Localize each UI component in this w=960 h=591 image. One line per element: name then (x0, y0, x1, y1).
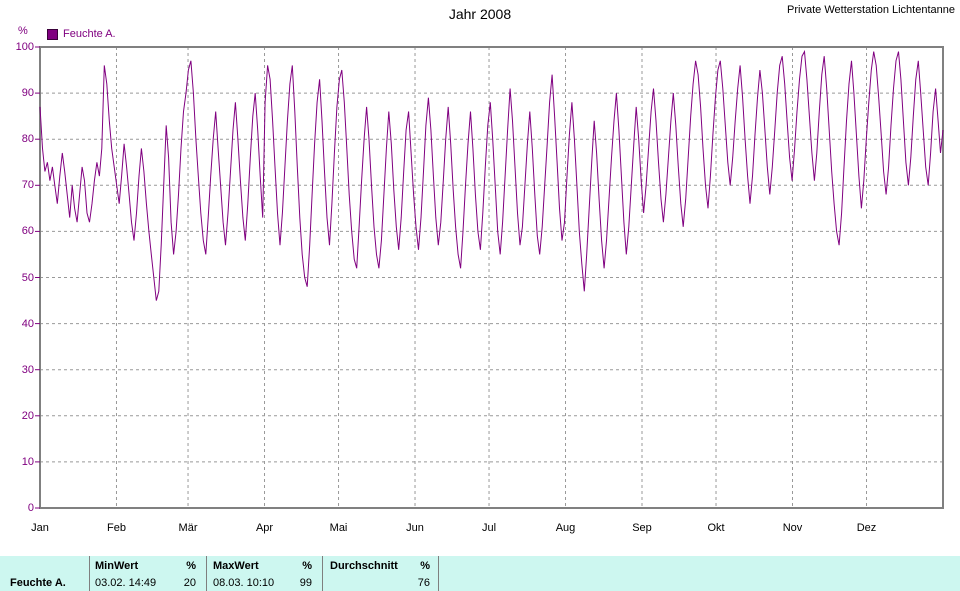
x-tick-label: Mär (178, 522, 198, 534)
legend: Feuchte A. (47, 28, 116, 40)
minwert-datetime: 03.02. 14:49 (95, 577, 157, 589)
table-divider (438, 556, 439, 591)
legend-swatch-icon (47, 28, 58, 40)
y-tick-label: 70 (21, 179, 34, 192)
y-tick-label: 100 (15, 41, 34, 53)
y-tick-label: 30 (21, 363, 34, 376)
x-tick-label: Dez (856, 522, 877, 534)
minwert-header: MinWert (95, 560, 139, 572)
maxwert-header: MaxWert (213, 560, 259, 572)
x-tick-label: Apr (255, 522, 274, 534)
x-tick-label: Mai (329, 522, 348, 534)
y-tick-label: 20 (21, 409, 34, 422)
x-tick-label: Aug (555, 522, 576, 534)
table-divider (89, 556, 90, 591)
durchschnitt-value: 76 (417, 577, 430, 589)
x-tick-label: Jun (406, 522, 424, 534)
x-tick-label: Feb (106, 522, 126, 534)
x-tick-label: Nov (782, 522, 803, 534)
maxwert-unit: % (302, 560, 312, 572)
minwert-unit: % (186, 560, 196, 572)
y-tick-label: 0 (27, 502, 34, 514)
y-tick-label: 10 (21, 455, 34, 468)
minwert-value: 20 (183, 577, 196, 589)
y-tick-label: 80 (21, 133, 34, 146)
y-tick-label: 50 (21, 271, 34, 284)
legend-label: Feuchte A. (63, 28, 116, 40)
chart-canvas (35, 46, 944, 509)
durchschnitt-header: Durchschnitt (330, 560, 398, 572)
y-tick-label: 90 (21, 87, 34, 100)
y-tick-label: 40 (21, 317, 34, 330)
table-row-label: Feuchte A. (10, 577, 66, 589)
page-title: Jahr 2008 (448, 6, 512, 22)
x-tick-label: Sep (632, 522, 652, 534)
station-label: Private Wetterstation Lichtentanne (787, 4, 955, 16)
y-axis-unit-label: % (18, 25, 28, 37)
x-tick-label: Jan (31, 522, 49, 534)
table-divider (206, 556, 207, 591)
maxwert-value: 99 (299, 577, 312, 589)
summary-table: MinWert % MaxWert % Durchschnitt % Feuch… (0, 556, 960, 591)
y-tick-label: 60 (21, 225, 34, 238)
durchschnitt-unit: % (420, 560, 430, 572)
humidity-line-series (39, 49, 944, 301)
x-tick-label: Okt (707, 522, 725, 534)
maxwert-datetime: 08.03. 10:10 (213, 577, 275, 589)
x-tick-label: Jul (482, 522, 497, 534)
table-divider (322, 556, 323, 591)
